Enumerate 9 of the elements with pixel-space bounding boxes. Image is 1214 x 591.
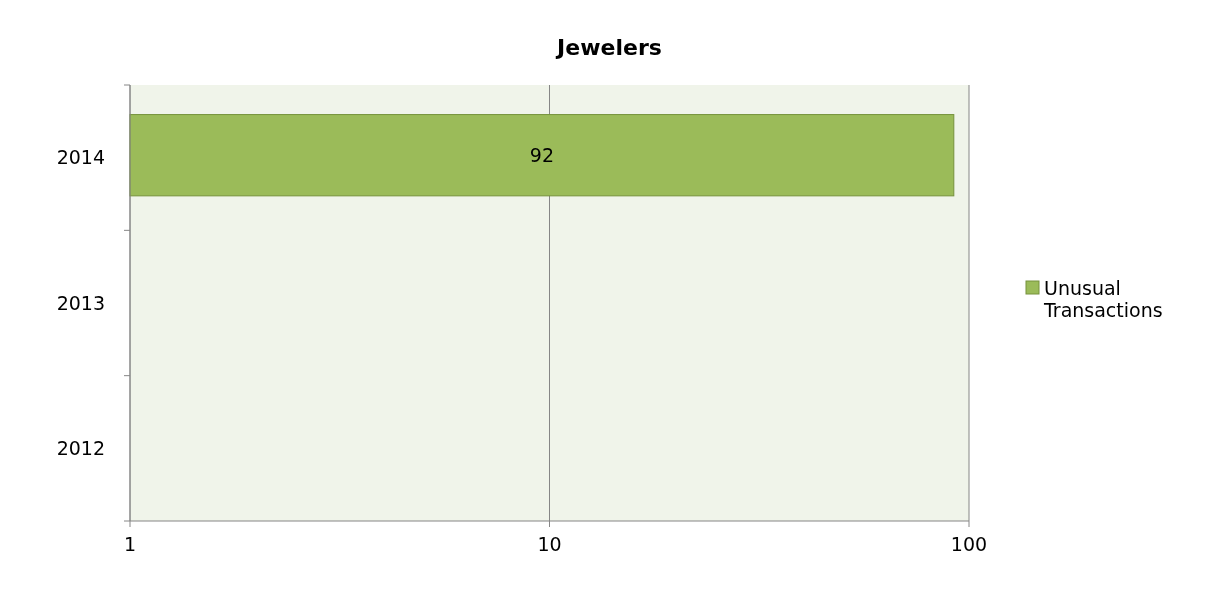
data-label: 92 — [529, 143, 554, 166]
y-tick-label: 2014 — [56, 146, 105, 169]
x-tick-label: 1 — [123, 533, 137, 555]
legend-label: Unusual Transactions — [1043, 276, 1163, 322]
y-tick-label: 2012 — [56, 436, 105, 459]
x-tick-label: 10 — [537, 533, 562, 555]
y-tick-label: 2013 — [56, 291, 105, 314]
x-tick-label: 100 — [950, 533, 988, 555]
chart-title: Jewelers — [555, 35, 662, 60]
